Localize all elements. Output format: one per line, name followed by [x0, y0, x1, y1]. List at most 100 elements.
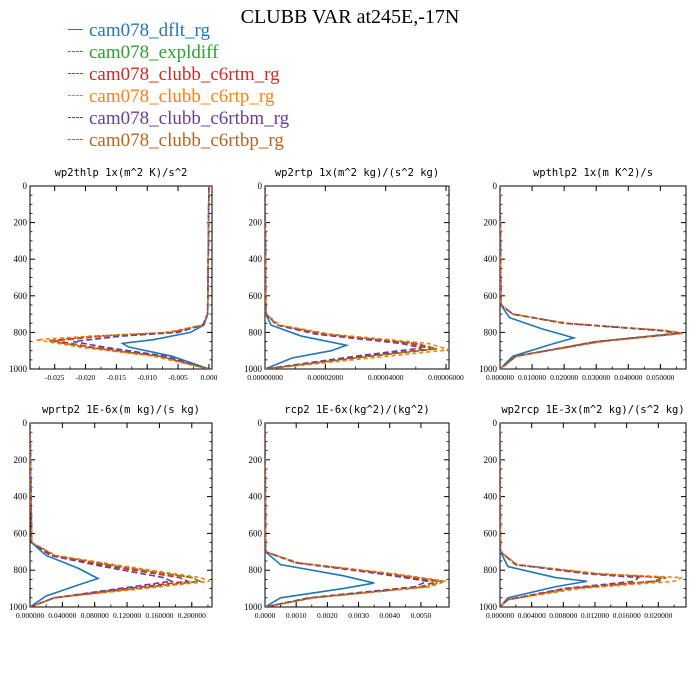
y-tick-label: 200: [14, 455, 28, 465]
legend-swatch: [68, 29, 83, 31]
series-line: [36, 186, 210, 369]
legend-swatch: [68, 117, 83, 119]
y-tick-label: 400: [249, 492, 263, 502]
x-tick-label: 0.050000: [646, 373, 674, 382]
series-line: [500, 423, 683, 607]
y-tick-label: 800: [249, 327, 263, 337]
series-line: [265, 186, 438, 369]
x-tick-label: 0.000: [200, 373, 217, 382]
series-line: [265, 423, 375, 607]
x-tick-label: 0.00006000: [428, 373, 464, 382]
series-line: [500, 423, 663, 607]
legend-item: cam078_clubb_c6rtm_rg: [68, 64, 289, 86]
y-tick-label: 1000: [244, 364, 263, 374]
series-line: [265, 423, 447, 607]
plot-frame: [29, 422, 213, 608]
y-tick-label: 0: [258, 418, 263, 428]
x-tick-label: 0.020000: [550, 373, 578, 382]
legend: cam078_dflt_rg cam078_expldiff cam078_club…: [68, 20, 289, 152]
y-tick-label: 200: [249, 455, 263, 465]
series-line: [30, 423, 100, 607]
y-tick-label: 0: [23, 181, 28, 191]
x-tick-label: -0.005: [168, 373, 188, 382]
legend-item: cam078_clubb_c6rtp_rg: [68, 86, 289, 108]
y-tick-label: 600: [14, 528, 28, 538]
y-tick-label: 200: [249, 218, 263, 228]
x-tick-label: 0.040000: [48, 611, 76, 620]
x-tick-label: 0.030000: [582, 373, 610, 382]
x-tick-label: 0.000000: [486, 611, 514, 620]
y-tick-label: 0: [493, 181, 498, 191]
series-line: [500, 423, 663, 607]
y-tick-label: 600: [484, 291, 498, 301]
x-tick-label: 0.020000: [644, 611, 672, 620]
x-tick-label: 0.080000: [81, 611, 109, 620]
series-line: [500, 186, 683, 369]
chart-panel: wp2thlp 1x(m^2 K)/s^2 0 200 400 600 800 1000 -0…: [9, 167, 218, 382]
chart-panel: wp2rtp 1x(m^2 kg)/(s^2 kg) 0 200 400 600 800 1…: [244, 167, 464, 382]
x-tick-label: -0.020: [76, 373, 96, 382]
legend-swatch: [68, 51, 83, 53]
x-tick-label: 0.0050: [411, 611, 432, 620]
legend-label: cam078_clubb_c6rtm_rg: [89, 64, 280, 85]
x-tick-label: 0.004000: [518, 611, 546, 620]
y-tick-label: 400: [249, 254, 263, 264]
x-tick-label: 0.160000: [145, 611, 173, 620]
chart-title: wp2rtp 1x(m^2 kg)/(s^2 kg): [275, 167, 439, 179]
series-line: [265, 186, 438, 369]
y-tick-label: 200: [484, 218, 498, 228]
series-line: [500, 423, 667, 607]
y-tick-label: 400: [14, 254, 28, 264]
series-line: [30, 423, 175, 607]
series-line: [500, 186, 683, 369]
y-tick-label: 1000: [9, 602, 28, 612]
y-tick-label: 1000: [479, 602, 498, 612]
series-line: [48, 186, 210, 369]
y-tick-label: 0: [23, 418, 28, 428]
legend-swatch: [68, 95, 83, 97]
y-tick-label: 1000: [479, 364, 498, 374]
x-tick-label: 0.016000: [613, 611, 641, 620]
series-line: [30, 423, 203, 607]
legend-label: cam078_clubb_c6rtp_rg: [89, 86, 275, 107]
chart-title: wpthlp2 1x(m K^2)/s: [533, 167, 653, 179]
series-line: [265, 186, 350, 369]
series-line: [30, 423, 210, 607]
series-line: [265, 186, 423, 369]
series-line: [265, 423, 437, 607]
legend-swatch: [68, 139, 83, 141]
chart-title: wp2rcp 1E-3x(m^2 kg)/(s^2 kg): [501, 404, 684, 416]
series-line: [120, 186, 210, 369]
series-line: [265, 423, 440, 607]
x-tick-label: 0.010000: [518, 373, 546, 382]
x-tick-label: 0.200000: [178, 611, 206, 620]
x-tick-label: -0.010: [138, 373, 158, 382]
x-tick-label: 0.00002000: [308, 373, 344, 382]
y-tick-label: 200: [14, 218, 28, 228]
x-tick-label: 0.012000: [581, 611, 609, 620]
y-tick-label: 600: [249, 291, 263, 301]
y-tick-label: 400: [484, 254, 498, 264]
legend-label: cam078_clubb_c6rtbm_rg: [89, 108, 290, 129]
y-tick-label: 200: [484, 455, 498, 465]
y-tick-label: 800: [14, 565, 28, 575]
y-tick-label: 1000: [9, 364, 28, 374]
chart-title: wprtp2 1E-6x(m kg)/(s kg): [42, 404, 200, 416]
chart-panel: wprtp2 1E-6x(m kg)/(s kg) 0 200 400 600 800 10…: [9, 404, 213, 620]
series-line: [500, 423, 641, 607]
x-tick-label: 0.000000: [486, 373, 514, 382]
series-line: [30, 423, 191, 607]
series-line: [48, 186, 210, 369]
series-line: [265, 423, 430, 607]
x-tick-label: 0.040000: [614, 373, 642, 382]
chart-panel: rcp2 1E-6x(kg^2)/(kg^2) 0 200 400 600 800 1000…: [244, 404, 450, 620]
x-tick-label: 0.120000: [113, 611, 141, 620]
series-line: [500, 186, 677, 369]
x-tick-label: 0.0020: [317, 611, 338, 620]
series-line: [30, 423, 203, 607]
x-tick-label: 0.008000: [549, 611, 577, 620]
y-tick-label: 0: [493, 418, 498, 428]
series-line: [73, 186, 210, 369]
y-tick-label: 400: [484, 492, 498, 502]
